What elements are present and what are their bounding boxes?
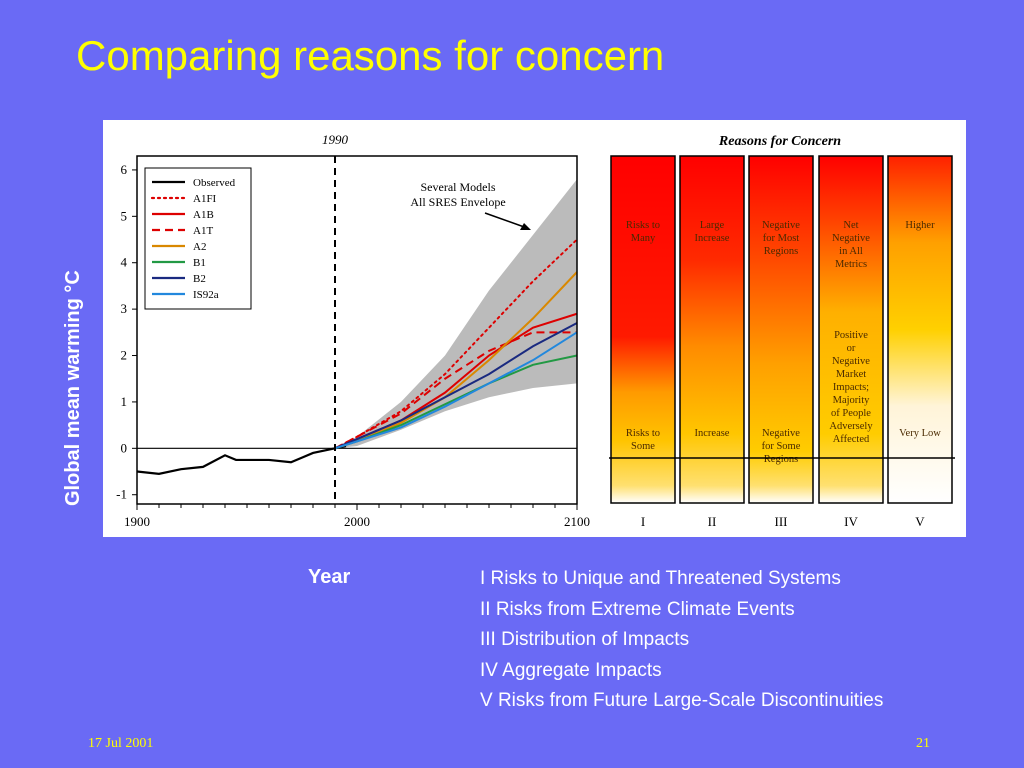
figure-svg: 1990 -1 0 1 2 3 4 5 6 1900 2000 2100 Several Mode… <box>116 132 955 529</box>
concern-low-label: for Some <box>762 441 801 452</box>
concern-numeral: I <box>641 514 645 529</box>
concern-mid-label: Impacts; <box>833 382 869 393</box>
concern-mid-label: Positive <box>834 330 868 341</box>
concern-high-label: for Most <box>763 233 800 244</box>
concern-numeral: V <box>915 514 925 529</box>
concern-high-label: Negative <box>762 220 800 231</box>
y-tick-label: 6 <box>121 162 128 177</box>
reason-item-1: I Risks to Unique and Threatened Systems <box>480 568 841 589</box>
concern-high-label: Large <box>700 220 725 231</box>
concern-high-label: Increase <box>695 233 730 244</box>
figure-panel: 1990 -1 0 1 2 3 4 5 6 1900 2000 2100 Several Mode… <box>103 120 966 537</box>
concern-column-iv <box>818 155 884 504</box>
warming-line-chart: 1990 -1 0 1 2 3 4 5 6 1900 2000 2100 Several Mode… <box>116 132 590 529</box>
concern-column-ii <box>679 155 745 504</box>
concern-high-label: Negative <box>832 233 870 244</box>
concern-low-label: Risks to <box>626 428 660 439</box>
concern-low-label: Very Low <box>899 428 941 439</box>
concern-numeral: IV <box>844 514 858 529</box>
y-tick-label: 0 <box>121 440 128 455</box>
concern-mid-label: Negative <box>832 356 870 367</box>
legend-label: B2 <box>193 273 206 285</box>
concern-mid-label: Affected <box>833 434 870 445</box>
y-tick-label: 3 <box>121 301 128 316</box>
footer-date: 17 Jul 2001 <box>88 736 154 751</box>
concern-low-label: Regions <box>764 454 798 465</box>
concern-mid-label: or <box>847 343 856 354</box>
x-tick-label: 2100 <box>564 514 590 529</box>
series-observed <box>136 444 347 475</box>
concern-mid-label: of People <box>831 408 871 419</box>
sres-envelope <box>335 179 577 449</box>
annotation-arrow-line <box>484 212 528 229</box>
concern-low-label: Some <box>631 441 655 452</box>
legend-label: B1 <box>193 257 206 269</box>
reason-item-2: II Risks from Extreme Climate Events <box>480 598 795 620</box>
legend-label: A1FI <box>193 193 217 205</box>
x-tick-label: 1900 <box>124 514 150 529</box>
reasons-for-concern-panel: Reasons for Concern Risks to Many Risks to… <box>609 134 955 529</box>
annotation-arrowhead <box>520 223 531 230</box>
y-tick-label: 2 <box>121 348 128 363</box>
slide-title: Comparing reasons for concern <box>76 32 665 79</box>
reasons-list: I Risks to Unique and Threatened Systems… <box>480 564 883 717</box>
legend-label: A1T <box>193 225 213 237</box>
concern-mid-label: Adversely <box>829 421 873 432</box>
concern-high-label: Metrics <box>835 259 867 270</box>
y-tick-label: 5 <box>121 208 128 223</box>
series-is92a <box>334 331 578 450</box>
concern-high-label: Higher <box>905 220 935 231</box>
concern-numeral: III <box>775 514 788 529</box>
y-axis-label: Global mean warming °C <box>62 270 84 506</box>
legend-label: A1B <box>193 209 214 221</box>
concern-high-label: in All <box>839 246 863 257</box>
concern-column-v <box>887 155 953 504</box>
series-b2 <box>334 322 578 450</box>
concern-high-label: Risks to <box>626 220 660 231</box>
reason-item-4: IV Aggregate Impacts <box>480 659 662 681</box>
concern-title: Reasons for Concern <box>718 134 841 149</box>
x-axis-label: Year <box>308 566 351 588</box>
concern-high-label: Net <box>843 220 858 231</box>
y-tick-label: 1 <box>121 394 128 409</box>
concern-column-iii <box>748 155 814 504</box>
concern-high-label: Regions <box>764 246 798 257</box>
concern-low-label: Negative <box>762 428 800 439</box>
series-a1fi <box>334 238 578 450</box>
annotation-line-2: All SRES Envelope <box>410 195 505 209</box>
concern-low-label: Increase <box>695 428 730 439</box>
concern-numeral: II <box>708 514 717 529</box>
concern-mid-label: Majority <box>833 395 870 406</box>
reason-item-3: III Distribution of Impacts <box>480 629 690 650</box>
marker-label: 1990 <box>322 132 349 147</box>
legend-label: A2 <box>193 241 206 253</box>
reason-item-5: V Risks from Future Large-Scale Disconti… <box>480 690 884 711</box>
concern-column-i <box>610 155 676 504</box>
concern-mid-label: Market <box>836 369 866 380</box>
series-a1t <box>334 331 577 450</box>
chart-legend: Observed A1FI A1B A1T A2 B1 B2 IS92a <box>144 167 252 310</box>
x-tick-label: 2000 <box>344 514 370 529</box>
concern-high-label: Many <box>631 233 656 244</box>
page-number: 21 <box>916 736 930 751</box>
legend-label: Observed <box>193 177 236 189</box>
y-tick-label: 4 <box>121 255 128 270</box>
annotation-line-1: Several Models <box>421 180 496 194</box>
legend-label: IS92a <box>193 289 219 301</box>
y-tick-label: -1 <box>116 487 127 502</box>
